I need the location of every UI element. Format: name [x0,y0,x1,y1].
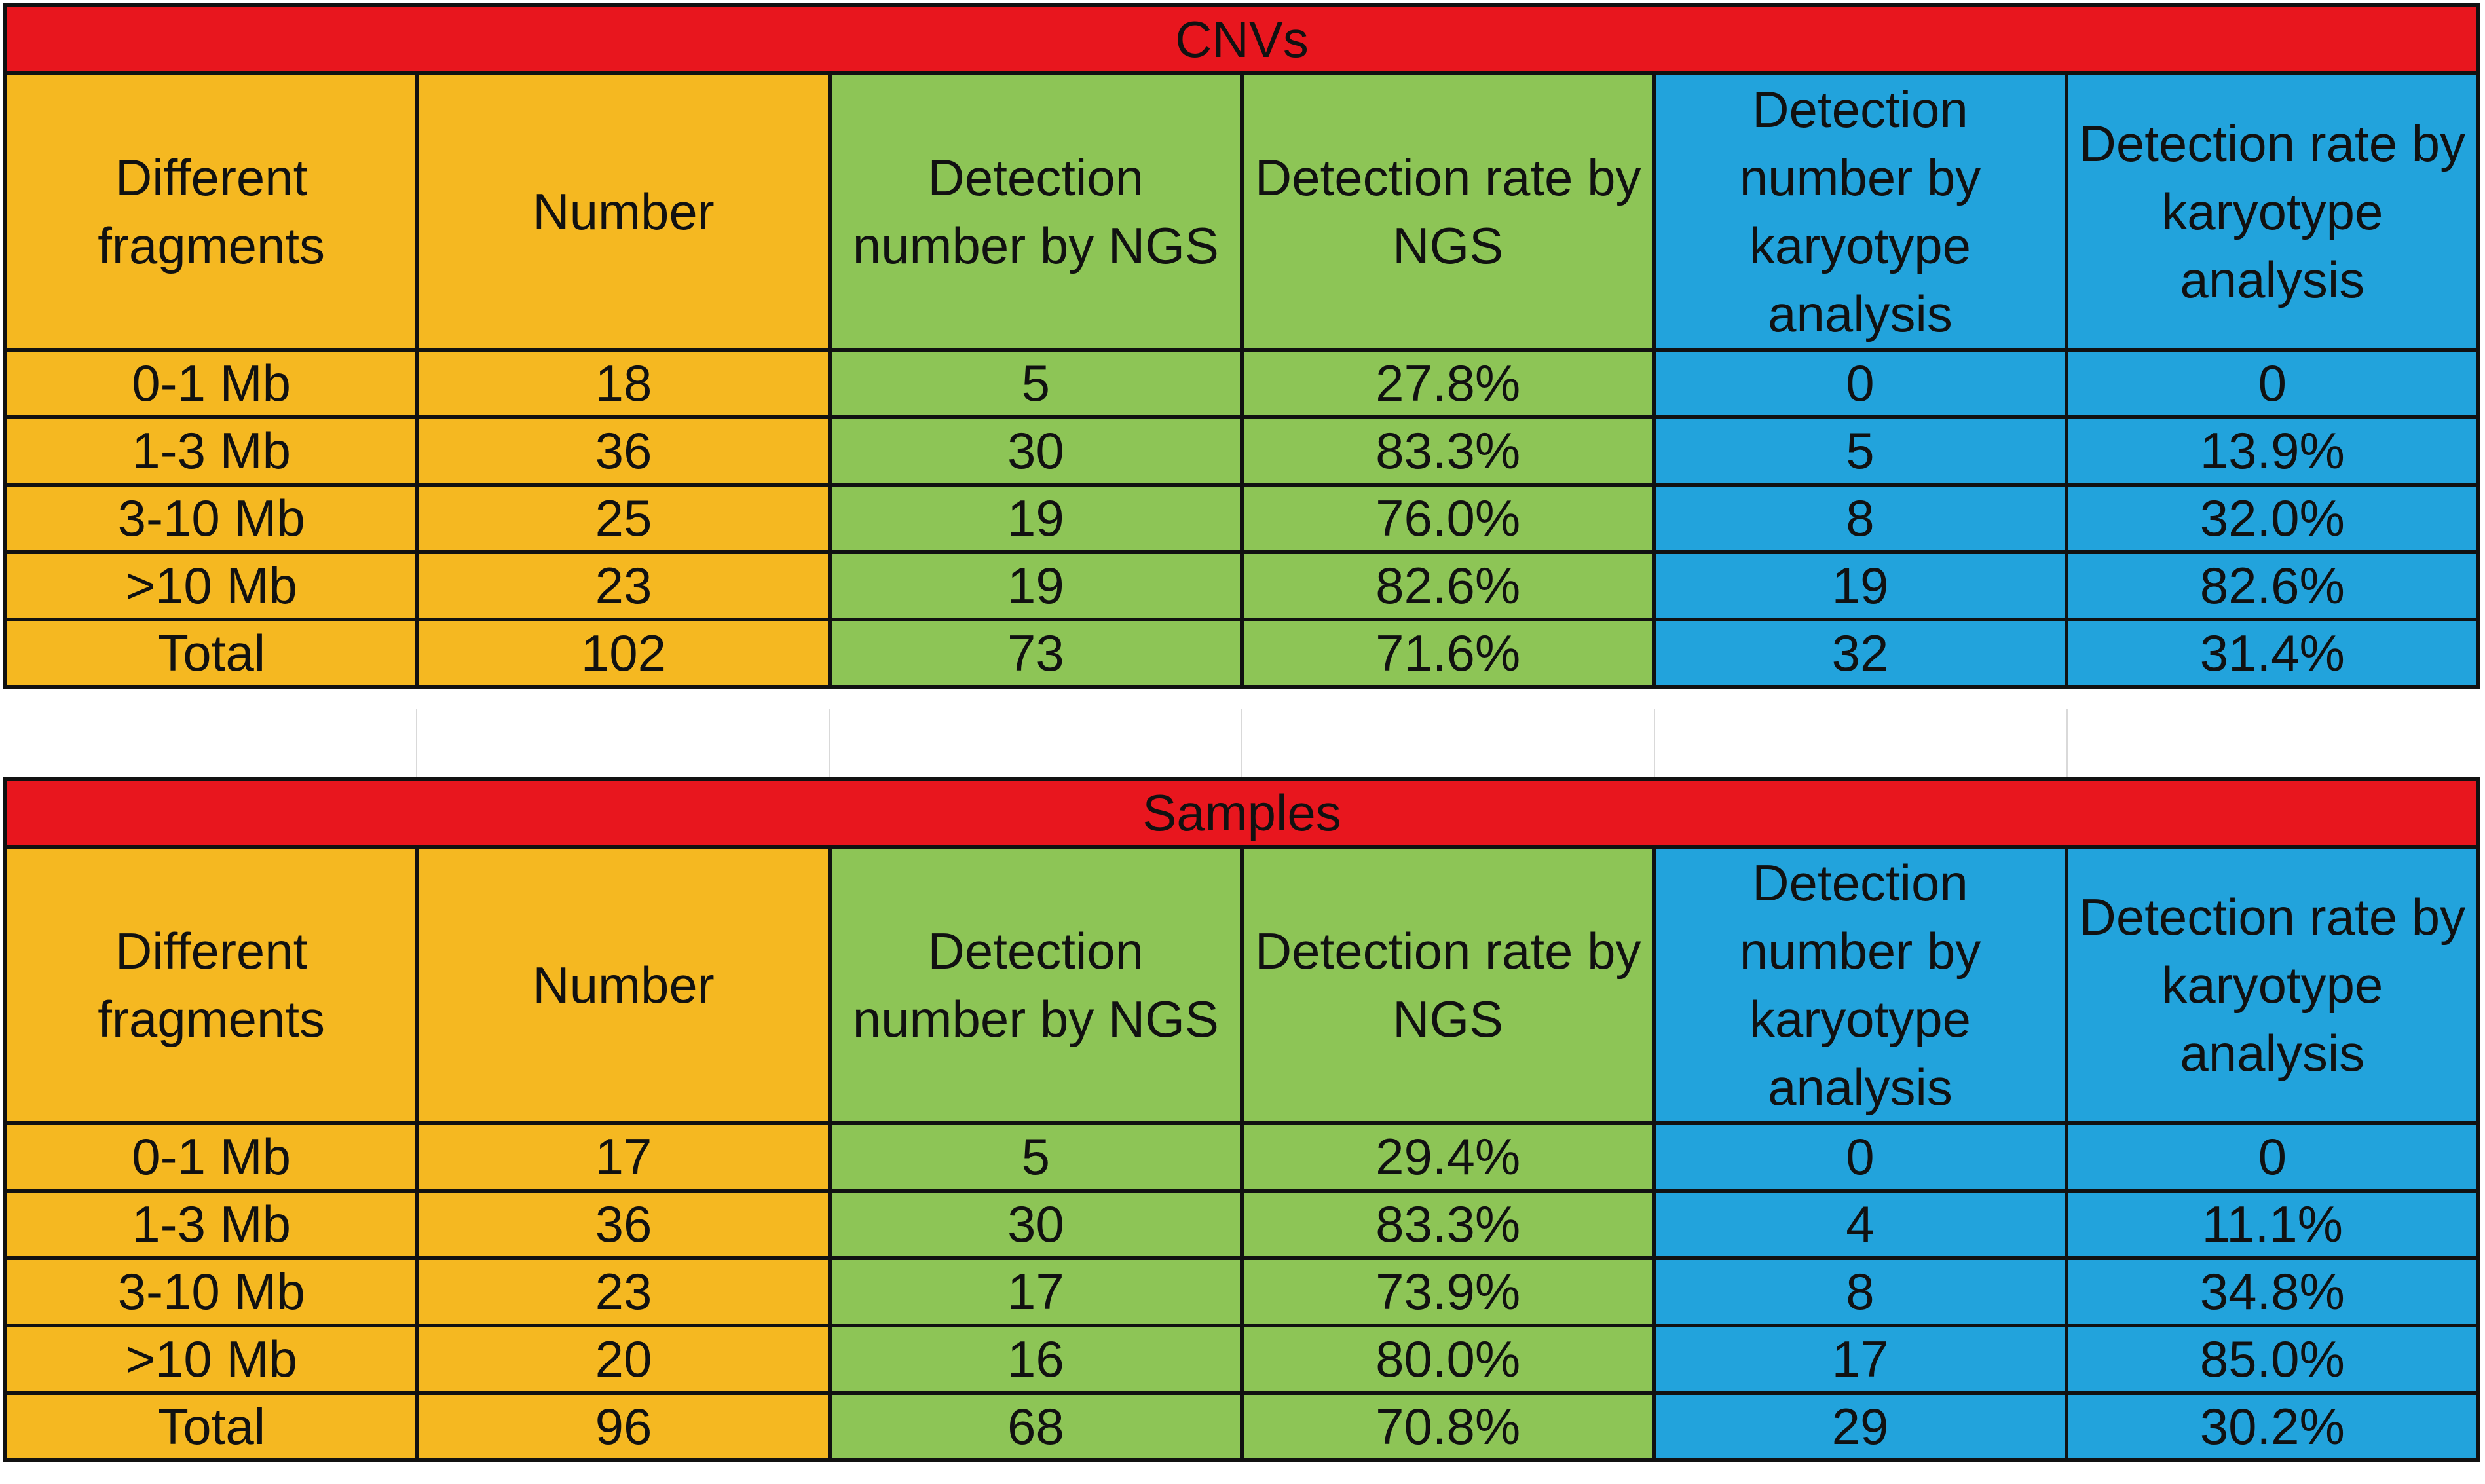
cell-ngs-number: 5 [827,1121,1244,1193]
cell-ngs-rate: 80.0% [1239,1324,1656,1395]
header-detection-rate-karyotype: Detection rate by karyotype analysis [2064,71,2481,352]
cell-ngs-rate: 27.8% [1239,348,1656,419]
cell-number: 36 [415,1189,832,1260]
header-detection-rate-ngs: Detection rate by NGS [1239,71,1656,352]
cell-karyotype-rate: 82.6% [2064,550,2481,621]
table-row: 3-10 Mb 23 17 73.9% 8 34.8% [3,1256,2481,1327]
spreadsheet-gap [3,709,2480,777]
cell-karyotype-rate: 32.0% [2064,483,2481,554]
cell-ngs-number: 68 [827,1391,1244,1462]
cell-ngs-rate: 29.4% [1239,1121,1656,1193]
cell-ngs-number: 19 [827,483,1244,554]
cell-karyotype-number: 17 [1652,1324,2068,1395]
header-detection-rate-ngs: Detection rate by NGS [1239,845,1656,1125]
cell-number: 20 [415,1324,832,1395]
table-row: 1-3 Mb 36 30 83.3% 4 11.1% [3,1189,2481,1260]
cnvs-title-bar: CNVs [3,3,2480,71]
cell-ngs-rate: 73.9% [1239,1256,1656,1327]
gridline [829,709,830,777]
cell-fragment: 3-10 Mb [3,1256,420,1327]
cell-ngs-number: 73 [827,618,1244,689]
cell-ngs-number: 17 [827,1256,1244,1327]
gridline [1241,709,1242,777]
cell-karyotype-rate: 34.8% [2064,1256,2481,1327]
cell-fragment: Total [3,1391,420,1462]
cell-ngs-rate: 71.6% [1239,618,1656,689]
header-detection-rate-karyotype: Detection rate by karyotype analysis [2064,845,2481,1125]
gridline [416,709,417,777]
cell-number: 18 [415,348,832,419]
cell-karyotype-number: 29 [1652,1391,2068,1462]
cell-ngs-number: 30 [827,415,1244,487]
cell-ngs-rate: 83.3% [1239,1189,1656,1260]
cell-fragment: >10 Mb [3,1324,420,1395]
table-row-total: Total 102 73 71.6% 32 31.4% [3,618,2481,689]
cell-karyotype-rate: 0 [2064,1121,2481,1193]
cell-number: 23 [415,550,832,621]
header-row: Different fragments Number Detection num… [3,71,2481,352]
cell-ngs-number: 16 [827,1324,1244,1395]
cell-karyotype-number: 0 [1652,1121,2068,1193]
cell-fragment: >10 Mb [3,550,420,621]
cell-fragment: Total [3,618,420,689]
header-different-fragments: Different fragments [3,71,420,352]
table-row: >10 Mb 20 16 80.0% 17 85.0% [3,1324,2481,1395]
cell-karyotype-number: 0 [1652,348,2068,419]
cell-karyotype-number: 32 [1652,618,2068,689]
cell-number: 23 [415,1256,832,1327]
gridline [2066,709,2068,777]
cell-karyotype-number: 8 [1652,1256,2068,1327]
cell-karyotype-rate: 0 [2064,348,2481,419]
table-row: 1-3 Mb 36 30 83.3% 5 13.9% [3,415,2481,487]
cell-karyotype-number: 4 [1652,1189,2068,1260]
cell-ngs-rate: 83.3% [1239,415,1656,487]
cell-fragment: 0-1 Mb [3,348,420,419]
cell-ngs-rate: 76.0% [1239,483,1656,554]
samples-title-bar: Samples [3,777,2480,845]
cell-karyotype-rate: 31.4% [2064,618,2481,689]
cell-fragment: 0-1 Mb [3,1121,420,1193]
header-detection-number-karyotype: Detection number by karyotype analysis [1652,71,2068,352]
cell-ngs-number: 5 [827,348,1244,419]
table-row: >10 Mb 23 19 82.6% 19 82.6% [3,550,2481,621]
cell-karyotype-number: 5 [1652,415,2068,487]
cell-karyotype-rate: 30.2% [2064,1391,2481,1462]
cell-number: 36 [415,415,832,487]
gridline [1654,709,1655,777]
cell-karyotype-number: 19 [1652,550,2068,621]
header-detection-number-ngs: Detection number by NGS [827,71,1244,352]
cell-number: 102 [415,618,832,689]
header-detection-number-karyotype: Detection number by karyotype analysis [1652,845,2068,1125]
header-detection-number-ngs: Detection number by NGS [827,845,1244,1125]
header-number: Number [415,845,832,1125]
cell-fragment: 1-3 Mb [3,1189,420,1260]
table-row: 3-10 Mb 25 19 76.0% 8 32.0% [3,483,2481,554]
header-row: Different fragments Number Detection num… [3,845,2481,1125]
cell-ngs-number: 19 [827,550,1244,621]
table-row: 0-1 Mb 18 5 27.8% 0 0 [3,348,2481,419]
samples-grid: Different fragments Number Detection num… [3,845,2481,1462]
cell-fragment: 3-10 Mb [3,483,420,554]
cell-number: 96 [415,1391,832,1462]
table-row: 0-1 Mb 17 5 29.4% 0 0 [3,1121,2481,1193]
cell-number: 17 [415,1121,832,1193]
cell-number: 25 [415,483,832,554]
cell-karyotype-number: 8 [1652,483,2068,554]
cell-ngs-rate: 70.8% [1239,1391,1656,1462]
cell-karyotype-rate: 11.1% [2064,1189,2481,1260]
cnvs-table: CNVs Different fragments Number Detectio… [3,3,2481,689]
table-row-total: Total 96 68 70.8% 29 30.2% [3,1391,2481,1462]
cell-fragment: 1-3 Mb [3,415,420,487]
cell-ngs-rate: 82.6% [1239,550,1656,621]
cell-karyotype-rate: 85.0% [2064,1324,2481,1395]
header-different-fragments: Different fragments [3,845,420,1125]
cell-karyotype-rate: 13.9% [2064,415,2481,487]
header-number: Number [415,71,832,352]
cell-ngs-number: 30 [827,1189,1244,1260]
cnvs-grid: Different fragments Number Detection num… [3,71,2481,689]
samples-table: Samples Different fragments Number Detec… [3,777,2481,1462]
